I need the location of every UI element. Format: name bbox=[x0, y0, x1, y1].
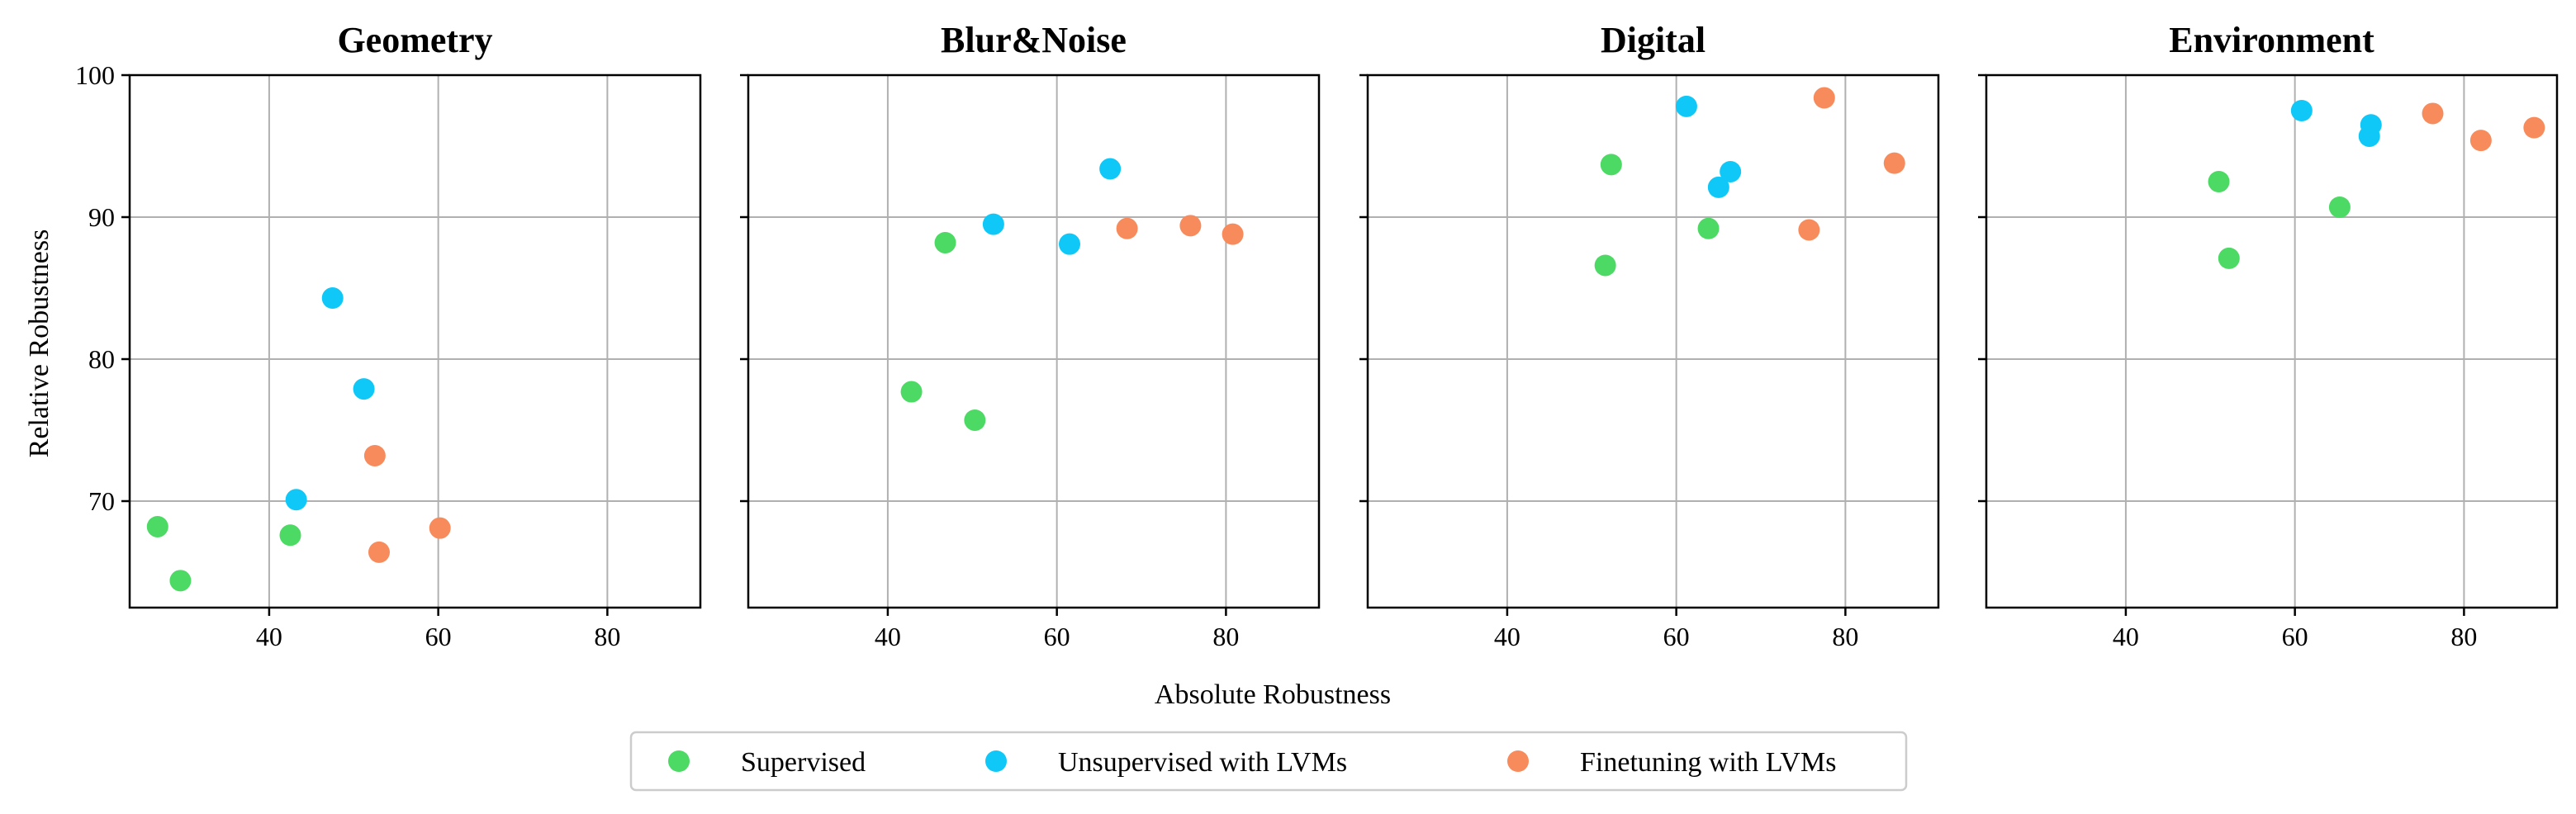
legend-frame bbox=[629, 731, 1908, 792]
point-unsupervised-with-lvms-0 bbox=[321, 287, 344, 310]
x-tick-label: 80 bbox=[2450, 622, 2477, 651]
x-tick-label: 60 bbox=[425, 622, 452, 651]
y-tick-label: 90 bbox=[88, 202, 115, 232]
y-tick-label: 70 bbox=[88, 486, 115, 516]
point-supervised-2 bbox=[1697, 217, 1720, 239]
y-tick-label: 80 bbox=[88, 344, 115, 374]
point-finetuning-with-lvms-1 bbox=[1883, 152, 1905, 174]
x-tick-label: 40 bbox=[1494, 622, 1520, 651]
panel-title: Blur&Noise bbox=[941, 20, 1127, 60]
x-tick-label: 60 bbox=[1663, 622, 1690, 651]
point-supervised-0 bbox=[1600, 154, 1622, 176]
point-supervised-0 bbox=[146, 515, 168, 537]
y-tick-label: 100 bbox=[75, 60, 115, 90]
point-supervised-2 bbox=[964, 409, 986, 431]
point-finetuning-with-lvms-2 bbox=[429, 517, 451, 539]
x-axis-label: Absolute Robustness bbox=[1155, 679, 1391, 710]
panel-geometry: 40 60 80 70 80 90 100 Geometry bbox=[75, 20, 702, 651]
legend: Supervised Unsupervised with LVMs Finetu… bbox=[629, 731, 1908, 792]
point-finetuning-with-lvms-2 bbox=[2523, 116, 2545, 139]
x-tick-label: 40 bbox=[875, 622, 901, 651]
legend-label-supervised: Supervised bbox=[741, 747, 866, 778]
point-unsupervised-with-lvms-1 bbox=[1707, 176, 1729, 198]
panel-blur-noise: 40 60 80 Blur&Noise bbox=[740, 20, 1321, 651]
point-supervised-0 bbox=[2208, 171, 2230, 192]
point-unsupervised-with-lvms-0 bbox=[2290, 100, 2313, 121]
point-supervised-1 bbox=[169, 570, 192, 592]
point-finetuning-with-lvms-0 bbox=[1116, 217, 1138, 239]
x-tick-label: 60 bbox=[1044, 622, 1070, 651]
point-unsupervised-with-lvms-2 bbox=[285, 489, 307, 511]
point-supervised-1 bbox=[2218, 247, 2240, 269]
x-tick-label: 60 bbox=[2282, 622, 2308, 651]
point-unsupervised-with-lvms-2 bbox=[1720, 160, 1742, 182]
legend-label-unsupervised: Unsupervised with LVMs bbox=[1058, 747, 1347, 778]
x-tick-label: 80 bbox=[1212, 622, 1239, 651]
axes-frame bbox=[1985, 73, 2559, 609]
y-axis-label: Relative Robustness bbox=[24, 230, 55, 458]
point-unsupervised-with-lvms-0 bbox=[982, 213, 1004, 235]
point-finetuning-with-lvms-2 bbox=[1798, 219, 1820, 241]
point-supervised-2 bbox=[279, 524, 301, 547]
point-unsupervised-with-lvms-1 bbox=[1059, 233, 1081, 255]
x-tick-label: 80 bbox=[1832, 622, 1858, 651]
point-finetuning-with-lvms-0 bbox=[1813, 87, 1835, 109]
point-finetuning-with-lvms-0 bbox=[2422, 102, 2444, 125]
legend-marker-finetuning bbox=[1507, 750, 1529, 772]
point-supervised-2 bbox=[2328, 196, 2351, 218]
legend-marker-unsupervised bbox=[985, 750, 1007, 772]
axes-frame bbox=[1366, 73, 1940, 609]
panel-title: Environment bbox=[2169, 20, 2374, 60]
point-unsupervised-with-lvms-0 bbox=[1675, 95, 1697, 117]
panel-title: Geometry bbox=[337, 20, 492, 60]
point-unsupervised-with-lvms-2 bbox=[2358, 125, 2380, 147]
point-finetuning-with-lvms-0 bbox=[363, 444, 386, 466]
legend-marker-supervised bbox=[668, 750, 690, 772]
axes-frame bbox=[747, 73, 1321, 609]
point-finetuning-with-lvms-1 bbox=[368, 541, 390, 563]
point-finetuning-with-lvms-2 bbox=[1222, 223, 1244, 245]
panel-digital: 40 60 80 Digital bbox=[1359, 20, 1940, 651]
legend-label-finetuning: Finetuning with LVMs bbox=[1580, 747, 1836, 778]
panel-title: Digital bbox=[1601, 20, 1705, 60]
axes-frame bbox=[128, 73, 702, 609]
point-finetuning-with-lvms-1 bbox=[1179, 215, 1202, 237]
x-tick-label: 80 bbox=[594, 622, 620, 651]
point-unsupervised-with-lvms-2 bbox=[1099, 158, 1122, 180]
panel-environment: 40 60 80 Environment bbox=[1978, 20, 2559, 651]
point-supervised-1 bbox=[1594, 254, 1616, 277]
x-tick-label: 40 bbox=[256, 622, 282, 651]
point-unsupervised-with-lvms-1 bbox=[353, 378, 375, 400]
point-finetuning-with-lvms-1 bbox=[2469, 130, 2492, 152]
point-supervised-0 bbox=[934, 231, 956, 253]
x-tick-label: 40 bbox=[2113, 622, 2139, 651]
point-supervised-1 bbox=[900, 381, 923, 403]
